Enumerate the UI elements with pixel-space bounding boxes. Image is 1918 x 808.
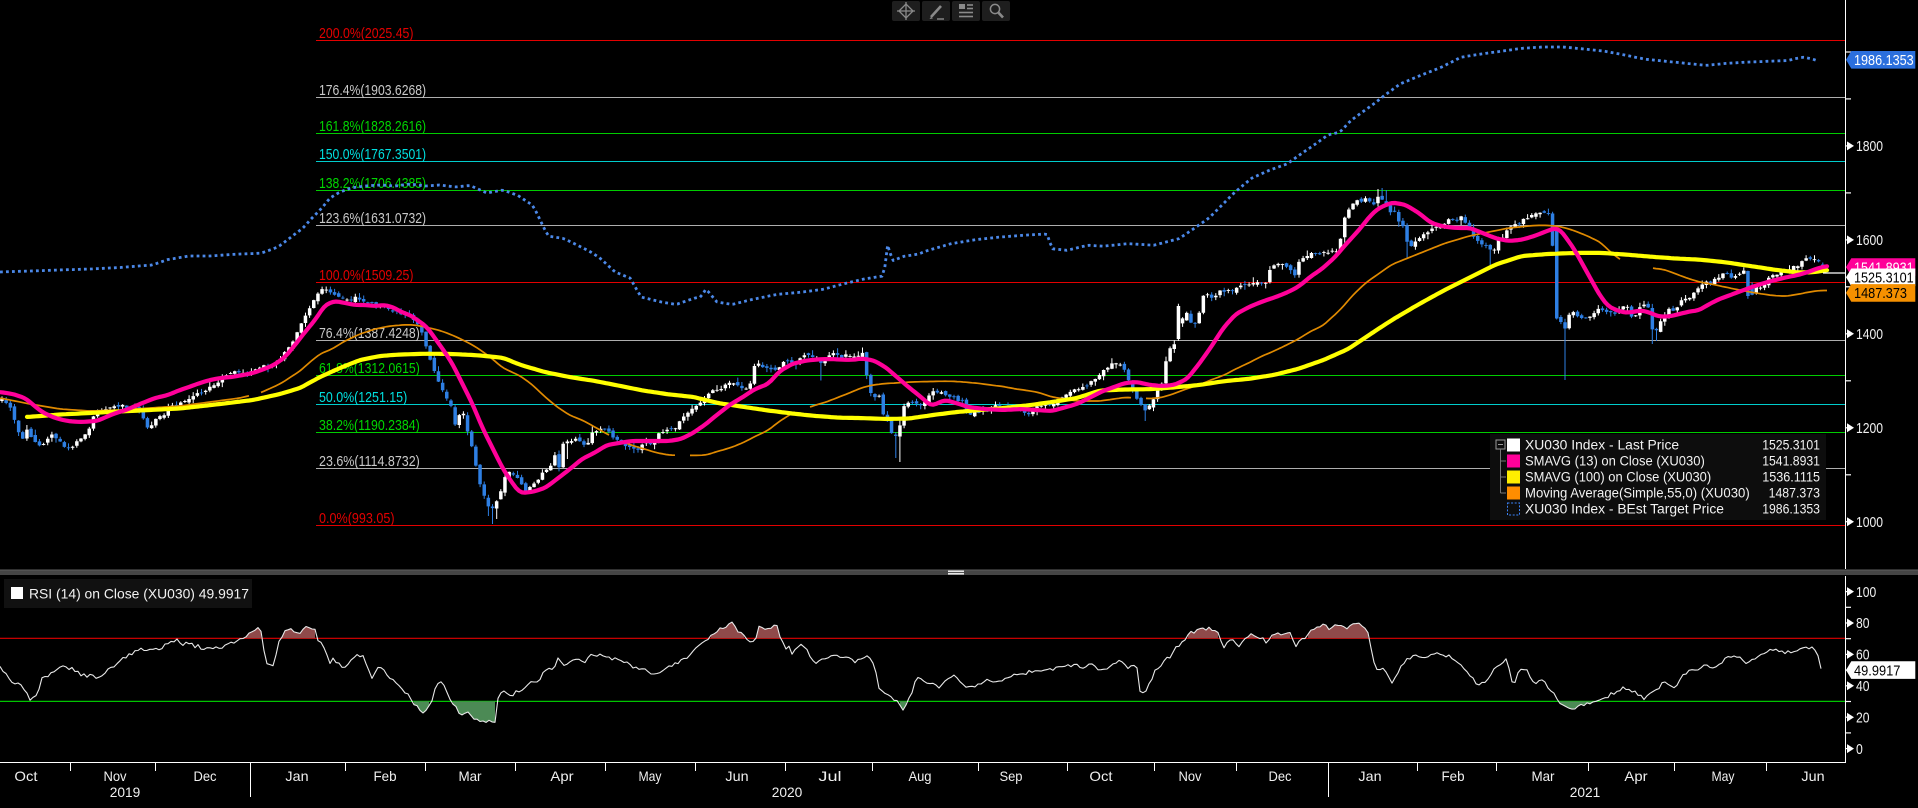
svg-text:Jul: Jul — [818, 768, 841, 784]
svg-text:2020: 2020 — [772, 784, 803, 800]
svg-text:1600: 1600 — [1856, 232, 1883, 249]
svg-text:Mar: Mar — [458, 768, 481, 784]
svg-text:123.6%(1631.0732): 123.6%(1631.0732) — [319, 210, 426, 227]
svg-text:1487.373: 1487.373 — [1854, 285, 1907, 302]
svg-text:Apr: Apr — [550, 768, 573, 784]
svg-text:Oct: Oct — [14, 768, 37, 784]
svg-text:138.2%(1706.4385): 138.2%(1706.4385) — [319, 175, 426, 192]
svg-text:Feb: Feb — [1441, 768, 1464, 784]
svg-text:Dec: Dec — [193, 768, 216, 784]
svg-text:Jun: Jun — [1801, 768, 1824, 784]
svg-text:1525.3101: 1525.3101 — [1854, 270, 1914, 287]
svg-text:76.4%(1387.4248): 76.4%(1387.4248) — [319, 325, 420, 342]
svg-text:176.4%(1903.6268): 176.4%(1903.6268) — [319, 82, 426, 99]
svg-text:1200: 1200 — [1856, 420, 1883, 437]
svg-text:150.0%(1767.3501): 150.0%(1767.3501) — [319, 146, 426, 163]
svg-text:23.6%(1114.8732): 23.6%(1114.8732) — [319, 453, 420, 470]
svg-text:1525.3101: 1525.3101 — [1762, 438, 1820, 453]
svg-text:2021: 2021 — [1570, 784, 1601, 800]
svg-text:161.8%(1828.2616): 161.8%(1828.2616) — [319, 118, 426, 135]
svg-text:XU030 Index - BEst Target Pric: XU030 Index - BEst Target Price — [1525, 502, 1724, 517]
svg-text:Sep: Sep — [999, 768, 1022, 784]
svg-text:XU030 Index - Last Price: XU030 Index - Last Price — [1525, 438, 1679, 453]
svg-text:38.2%(1190.2384): 38.2%(1190.2384) — [319, 417, 420, 434]
svg-text:SMAVG (100) on Close (XU030): SMAVG (100) on Close (XU030) — [1525, 470, 1711, 485]
svg-text:1400: 1400 — [1856, 326, 1883, 343]
svg-text:RSI (14) on Close (XU030) 49.: RSI (14) on Close (XU030) 49.9917 — [29, 586, 249, 602]
svg-text:40: 40 — [1856, 678, 1870, 695]
svg-text:20: 20 — [1856, 709, 1870, 726]
svg-text:49.9917: 49.9917 — [1854, 662, 1900, 679]
svg-text:SMAVG (13) on Close (XU030): SMAVG (13) on Close (XU030) — [1525, 454, 1705, 469]
svg-text:Nov: Nov — [1178, 768, 1201, 784]
svg-text:60: 60 — [1856, 647, 1870, 664]
svg-text:Aug: Aug — [908, 768, 931, 784]
svg-text:100: 100 — [1856, 584, 1876, 601]
svg-text:Mar: Mar — [1531, 768, 1554, 784]
svg-text:Oct: Oct — [1089, 768, 1112, 784]
svg-text:Nov: Nov — [103, 768, 126, 784]
svg-text:80: 80 — [1856, 615, 1870, 632]
svg-text:1536.1115: 1536.1115 — [1762, 470, 1820, 485]
svg-text:1986.1353: 1986.1353 — [1762, 502, 1820, 517]
svg-text:1000: 1000 — [1856, 514, 1883, 531]
svg-text:0.0%(993.05): 0.0%(993.05) — [319, 510, 395, 527]
svg-text:Moving Average(Simple,55,0) (X: Moving Average(Simple,55,0) (XU030) — [1525, 486, 1750, 501]
svg-text:Apr: Apr — [1624, 768, 1647, 784]
svg-text:1487.373: 1487.373 — [1769, 486, 1820, 501]
svg-text:Dec: Dec — [1268, 768, 1291, 784]
svg-text:May: May — [638, 768, 661, 784]
svg-text:May: May — [1711, 768, 1734, 784]
svg-text:0: 0 — [1856, 741, 1863, 758]
svg-text:100.0%(1509.25): 100.0%(1509.25) — [319, 267, 414, 284]
svg-text:1541.8931: 1541.8931 — [1762, 454, 1820, 469]
svg-text:Feb: Feb — [373, 768, 396, 784]
svg-text:50.0%(1251.15): 50.0%(1251.15) — [319, 389, 407, 406]
svg-text:1800: 1800 — [1856, 138, 1883, 155]
svg-text:Jan: Jan — [285, 768, 308, 784]
svg-text:Jun: Jun — [725, 768, 748, 784]
svg-text:1986.1353: 1986.1353 — [1854, 52, 1914, 69]
svg-text:Jan: Jan — [1358, 768, 1381, 784]
svg-text:2019: 2019 — [110, 784, 141, 800]
svg-text:200.0%(2025.45): 200.0%(2025.45) — [319, 25, 414, 42]
